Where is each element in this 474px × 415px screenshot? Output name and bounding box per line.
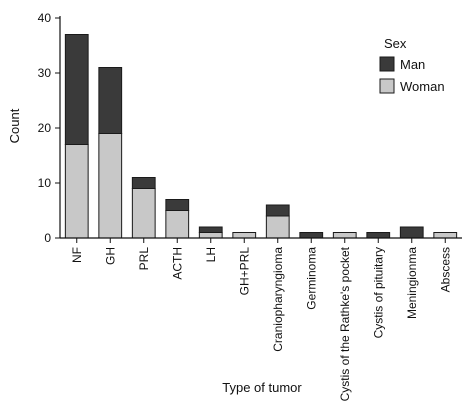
bar-woman-abscess xyxy=(433,232,458,239)
bar-woman-lh xyxy=(198,232,223,239)
x-tick-label-nf: NF xyxy=(70,247,84,263)
bar-man-acth xyxy=(165,199,190,211)
x-axis-title: Type of tumor xyxy=(222,380,302,395)
bar-woman-gh xyxy=(98,133,123,239)
y-tick-label-20: 20 xyxy=(38,121,52,135)
legend-swatch-man xyxy=(379,56,395,72)
x-tick-label-germinoma: Germinoma xyxy=(304,247,318,310)
bar-woman-nf xyxy=(64,144,89,239)
bar-woman-acth xyxy=(165,210,190,239)
bar-woman-gh-prl xyxy=(232,232,257,239)
bar-man-gh xyxy=(98,67,123,134)
legend-swatch-woman xyxy=(379,78,395,94)
y-tick-label-10: 10 xyxy=(38,176,52,190)
bar-man-craniopharyngioma xyxy=(265,204,290,217)
bar-woman-cystis-of-the-rathke-s-pocket xyxy=(332,232,357,239)
x-tick-label-cystis-of-pituitary: Cystis of pituitary xyxy=(371,247,385,338)
x-tick-label-acth: ACTH xyxy=(170,247,184,280)
legend-label-man: Man xyxy=(400,57,425,72)
x-tick-label-lh: LH xyxy=(204,247,218,262)
axes-group: NF GH PRL ACTH LH GH+PRL Craniopharyngioma Germ… xyxy=(38,11,462,401)
y-tick-label-40: 40 xyxy=(38,11,52,25)
y-axis-title: Count xyxy=(7,108,22,143)
bar-man-germinoma xyxy=(299,232,324,239)
x-tick-label-gh: GH xyxy=(103,247,117,265)
bars-group xyxy=(64,34,458,239)
x-tick-label-abscess: Abscess xyxy=(438,247,452,292)
bar-woman-craniopharyngioma xyxy=(265,215,290,239)
x-tick-label-cystis-of-the-rathke-s-pocket: Cystis of the Rathke's pocket xyxy=(338,246,352,401)
x-tick-label-meningionma: Meningionma xyxy=(405,247,419,319)
legend-label-woman: Woman xyxy=(400,79,445,94)
y-tick-label-0: 0 xyxy=(44,231,51,245)
bar-man-prl xyxy=(131,177,156,189)
x-tick-label-gh-prl: GH+PRL xyxy=(237,247,251,296)
bar-man-nf xyxy=(64,34,89,145)
bar-man-lh xyxy=(198,226,223,233)
bar-man-cystis-of-pituitary xyxy=(366,232,391,239)
bar-man-meningionma xyxy=(399,226,424,239)
legend: Sex Man Woman xyxy=(379,36,445,94)
x-tick-label-prl: PRL xyxy=(137,247,151,271)
bar-woman-prl xyxy=(131,188,156,239)
x-tick-label-craniopharyngioma: Craniopharyngioma xyxy=(271,247,285,352)
legend-title: Sex xyxy=(384,36,407,51)
y-tick-label-30: 30 xyxy=(38,66,52,80)
